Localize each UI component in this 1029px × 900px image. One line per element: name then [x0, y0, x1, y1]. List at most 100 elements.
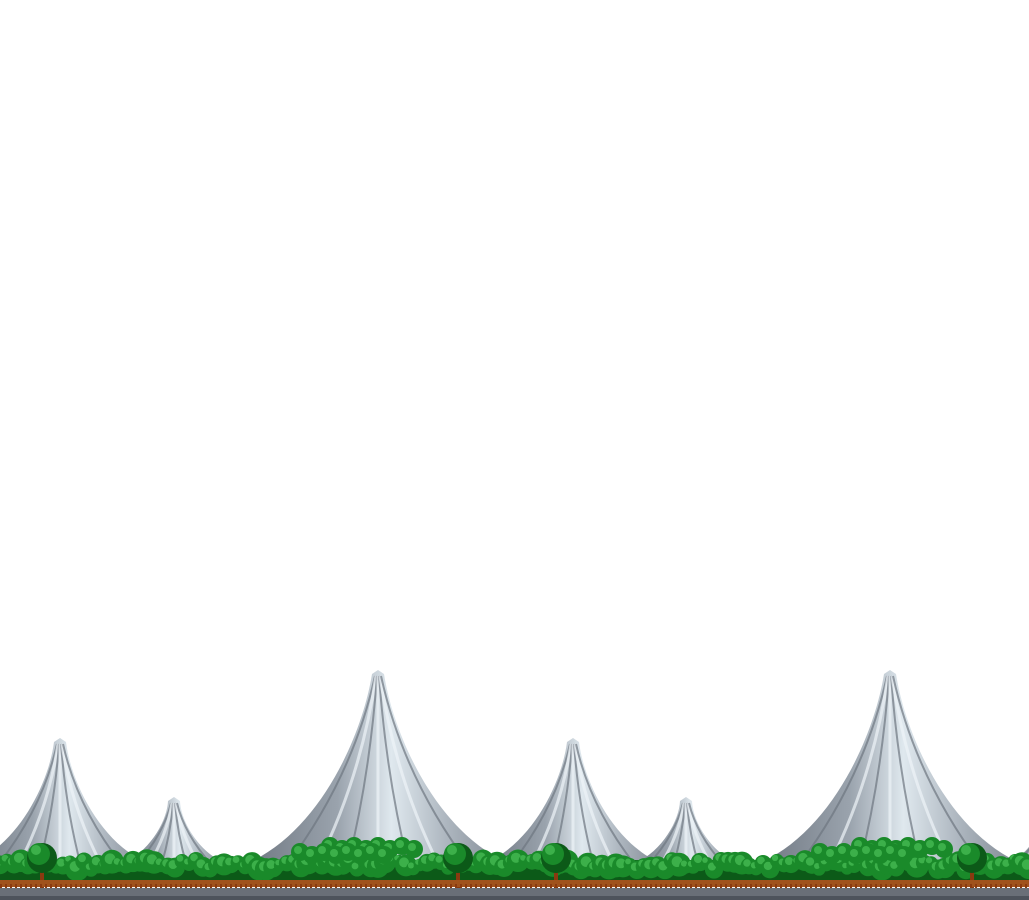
root [635, 884, 637, 889]
root [615, 884, 617, 889]
root [65, 884, 67, 889]
root [210, 884, 212, 889]
bush-highlight [294, 846, 302, 854]
root [430, 884, 432, 889]
root [525, 884, 527, 889]
root [295, 884, 297, 889]
bush-highlight [925, 857, 933, 864]
root [395, 884, 397, 889]
root [885, 884, 887, 889]
root [165, 884, 167, 889]
root [35, 884, 37, 889]
root [795, 884, 797, 889]
root [450, 884, 452, 889]
root [820, 884, 822, 889]
bush-highlight [13, 852, 25, 863]
root [620, 884, 622, 889]
root [45, 884, 47, 889]
root [665, 884, 667, 889]
root [610, 884, 612, 889]
root [850, 884, 852, 889]
root [55, 884, 57, 889]
root [500, 884, 502, 889]
root [495, 884, 497, 889]
root [505, 884, 507, 889]
mountain-ridge [573, 743, 616, 866]
root [565, 884, 567, 889]
root [170, 884, 172, 889]
ground-strip [0, 880, 1029, 900]
root [375, 884, 377, 889]
root [445, 884, 447, 889]
root [335, 884, 337, 889]
root [240, 884, 242, 889]
bush-highlight [176, 855, 184, 862]
root [890, 884, 892, 889]
root [670, 884, 672, 889]
root [605, 884, 607, 889]
root [350, 884, 352, 889]
root [845, 884, 847, 889]
root [220, 884, 222, 889]
root [690, 884, 692, 889]
root [875, 884, 877, 889]
bush-highlight [399, 857, 409, 868]
root [370, 884, 372, 889]
root [0, 884, 2, 889]
tree-canopy-highlight [447, 845, 457, 855]
root [25, 884, 27, 889]
root [985, 884, 987, 889]
tree-canopy-highlight [31, 845, 41, 855]
root [785, 884, 787, 889]
root [700, 884, 702, 889]
root [925, 884, 927, 889]
mountain-ridge [573, 743, 595, 866]
root [685, 884, 687, 889]
mountain-ridge [575, 743, 636, 866]
root [950, 884, 952, 889]
foliage-band [0, 837, 1029, 886]
root [585, 884, 587, 889]
bush-highlight [1021, 859, 1029, 870]
root [115, 884, 117, 889]
bush-highlight [771, 854, 779, 861]
root [490, 884, 492, 889]
root [400, 884, 402, 889]
root [10, 884, 12, 889]
root [770, 884, 772, 889]
root [95, 884, 97, 889]
root [520, 884, 522, 889]
root [895, 884, 897, 889]
root [250, 884, 252, 889]
bush-highlight [306, 849, 314, 857]
bush-highlight [805, 857, 815, 866]
root [110, 884, 112, 889]
root [870, 884, 872, 889]
bush-highlight [890, 861, 898, 869]
root [365, 884, 367, 889]
root [790, 884, 792, 889]
root [340, 884, 342, 889]
root [725, 884, 727, 889]
root [640, 884, 642, 889]
root [805, 884, 807, 889]
bush-highlight [874, 849, 882, 857]
root [905, 884, 907, 889]
root [935, 884, 937, 889]
root [570, 884, 572, 889]
root [1020, 884, 1022, 889]
root [1005, 884, 1007, 889]
root [440, 884, 442, 889]
root [930, 884, 932, 889]
bush-highlight [784, 856, 794, 866]
bush-highlight [435, 855, 443, 863]
root [120, 884, 122, 889]
root [475, 884, 477, 889]
root [80, 884, 82, 889]
root [405, 884, 407, 889]
bush-highlight [351, 862, 359, 870]
root [315, 884, 317, 889]
root [720, 884, 722, 889]
